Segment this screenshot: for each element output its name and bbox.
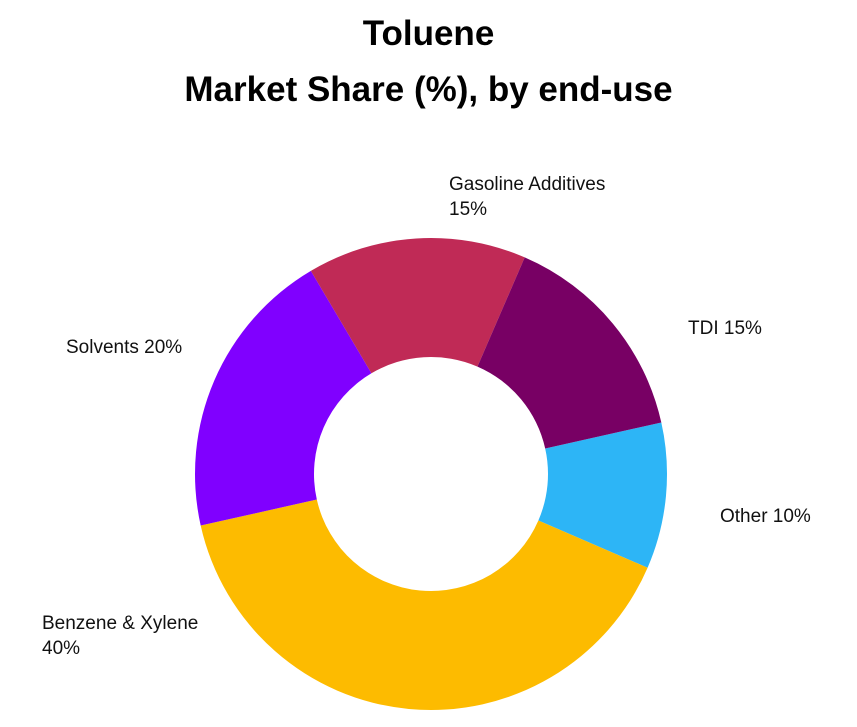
slice-solvents (195, 270, 372, 526)
slice-label-name: Benzene & Xylene (42, 613, 199, 634)
slice-benzene-xylene (200, 499, 648, 710)
slice-label-value: 15% (449, 199, 488, 220)
slice-label-benzene-xylene: Benzene & Xylene 40% (42, 611, 198, 661)
chart-title: Toluene (362, 14, 495, 53)
slice-label-name: Gasoline Additives (449, 174, 606, 195)
chart-subtitle: Market Share (%), by end-use (184, 70, 673, 109)
slice-label-value: 40% (42, 638, 81, 659)
slice-other (538, 422, 667, 568)
slice-label-solvents: Solvents 20% (66, 337, 183, 358)
slice-label-other: Other 10% (720, 506, 811, 527)
slice-label-tdi: TDI 15% (688, 318, 762, 339)
slice-label-gasoline-additives: Gasoline Additives 15% (449, 172, 605, 222)
slice-gasoline-additives (310, 238, 525, 374)
slice-tdi (477, 257, 662, 449)
